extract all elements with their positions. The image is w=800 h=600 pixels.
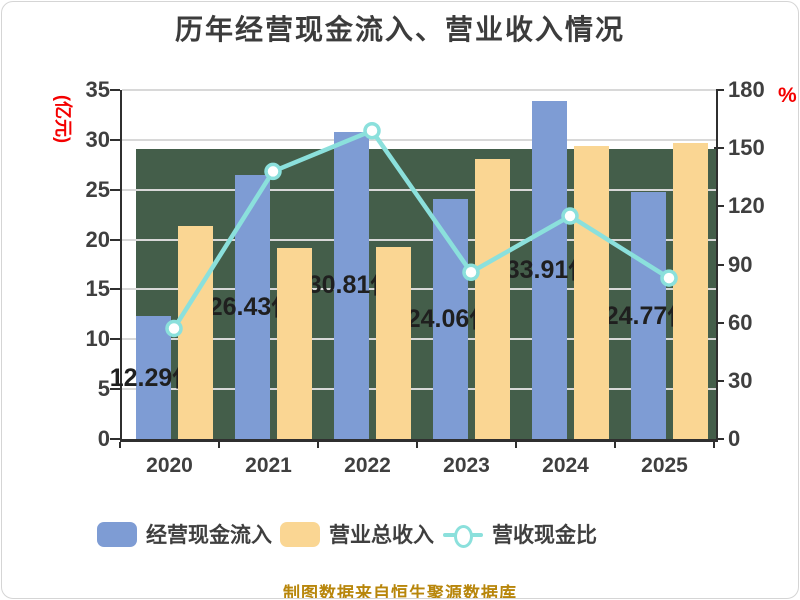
x-axis-tick-3 — [416, 442, 418, 448]
bar-revenue-2023[interactable] — [475, 158, 510, 439]
legend-item-ratio[interactable]: 营收现金比 — [443, 520, 597, 548]
right-axis-tick-60 — [714, 321, 724, 324]
x-axis-label-2025: 2025 — [641, 454, 688, 477]
x-axis-tick-6 — [713, 442, 715, 448]
bar-revenue-2024[interactable] — [574, 145, 609, 439]
bar-cash-inflow-2020[interactable] — [136, 316, 171, 439]
right-axis-tick-label-60: 60 — [728, 309, 753, 335]
right-axis-tick-0 — [714, 438, 724, 440]
x-axis-tick-2 — [317, 442, 319, 448]
chart-title: 历年经营现金流入、营业收入情况 — [174, 14, 625, 45]
x-axis-label-2022: 2022 — [344, 454, 391, 477]
left-axis-tick-15 — [110, 288, 120, 291]
legend-swatch-cash-inflow — [97, 521, 137, 547]
line-marker-2020[interactable] — [165, 319, 183, 338]
left-axis-tick-label-35: 35 — [85, 77, 110, 102]
right-axis-tick-150 — [714, 147, 724, 150]
right-axis-tick-120 — [714, 205, 724, 208]
legend-label-ratio: 营收现金比 — [492, 524, 597, 547]
legend-item-revenue[interactable]: 营业总收入 — [280, 520, 434, 548]
x-axis-label-2024: 2024 — [542, 454, 589, 477]
gridline-35 — [122, 89, 716, 91]
left-axis-tick-25 — [110, 188, 120, 191]
legend: 经营现金流入 营业总收入 营收现金比 — [2, 520, 798, 548]
legend-swatch-revenue — [280, 521, 320, 547]
data-source-note: 制图数据来自恒生聚源数据库 — [283, 584, 517, 599]
right-axis-unit: % — [778, 84, 797, 107]
right-axis-tick-label-150: 150 — [728, 135, 765, 161]
left-axis-tick-0 — [110, 438, 120, 440]
gridline-30 — [122, 138, 716, 141]
line-marker-2024[interactable] — [561, 207, 579, 225]
x-axis-tick-0 — [119, 442, 121, 448]
right-axis-tick-label-120: 120 — [728, 193, 765, 219]
x-axis-label-2021: 2021 — [245, 454, 292, 477]
left-axis-tick-label-20: 20 — [85, 226, 110, 252]
legend-label-cash-inflow: 经营现金流入 — [146, 524, 272, 547]
left-axis-tick-label-25: 25 — [85, 176, 110, 202]
legend-label-revenue: 营业总收入 — [329, 524, 434, 547]
left-axis-tick-10 — [110, 338, 120, 341]
x-axis-tick-4 — [515, 442, 517, 448]
line-marker-2021[interactable] — [264, 162, 282, 181]
bar-revenue-2025[interactable] — [673, 142, 708, 439]
left-axis-tick-label-10: 10 — [85, 326, 110, 352]
x-axis-label-2020: 2020 — [146, 454, 193, 477]
line-marker-2023[interactable] — [462, 263, 480, 282]
left-axis-tick-label-0: 0 — [97, 426, 110, 451]
x-axis-tick-1 — [218, 442, 220, 448]
right-axis-tick-label-180: 180 — [728, 77, 765, 102]
left-axis-tick-label-30: 30 — [85, 126, 110, 152]
plot-area: 12.29亿 26.43亿 30.81亿 24.06亿 33.91亿 24.77亿 — [110, 89, 718, 442]
line-marker-2022[interactable] — [363, 121, 381, 140]
left-axis-tick-30 — [110, 138, 120, 141]
left-axis-tick-label-5: 5 — [97, 376, 110, 402]
right-axis-tick-label-90: 90 — [728, 251, 753, 277]
x-axis-label-2023: 2023 — [443, 454, 490, 477]
right-axis-tick-label-30: 30 — [728, 367, 753, 393]
legend-item-cash-inflow[interactable]: 经营现金流入 — [97, 520, 272, 548]
gridline-5 — [122, 388, 716, 391]
legend-line-marker-icon — [443, 522, 483, 548]
bar-revenue-2021[interactable] — [277, 247, 312, 439]
right-axis-tick-30 — [714, 379, 724, 382]
left-axis-tick-35 — [110, 89, 120, 91]
x-axis-tick-5 — [614, 442, 616, 448]
bar-revenue-2020[interactable] — [178, 225, 213, 439]
gridline-25 — [122, 188, 716, 191]
right-axis-tick-180 — [714, 89, 724, 91]
right-axis-tick-label-0: 0 — [728, 426, 741, 451]
gridline-10 — [122, 338, 716, 341]
bar-revenue-2022[interactable] — [376, 246, 411, 439]
line-marker-2025[interactable] — [660, 269, 678, 287]
left-axis-tick-5 — [110, 388, 120, 391]
left-axis-tick-label-15: 15 — [85, 276, 110, 302]
left-axis-tick-20 — [110, 238, 120, 241]
right-axis-tick-90 — [714, 263, 724, 266]
